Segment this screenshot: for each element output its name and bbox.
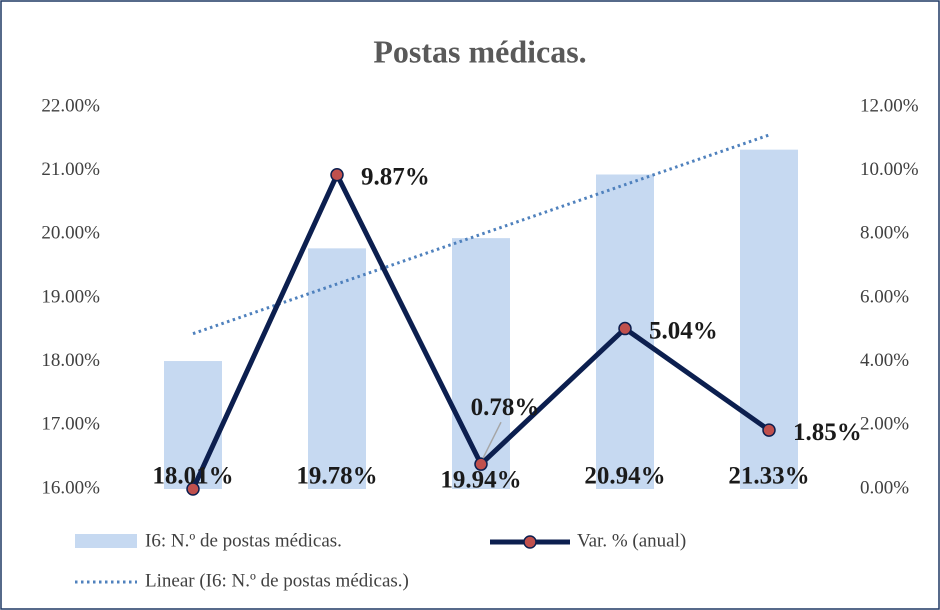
bar-data-label: 20.94% bbox=[584, 463, 665, 490]
line-data-label: 0.78% bbox=[471, 394, 540, 421]
legend-swatch bbox=[523, 535, 537, 549]
bar bbox=[308, 248, 366, 489]
y-tick-label: 19.00% bbox=[41, 286, 100, 307]
y2-tick-label: 12.00% bbox=[860, 95, 919, 116]
y2-tick-label: 8.00% bbox=[860, 223, 909, 244]
line-data-label: 9.87% bbox=[361, 164, 430, 191]
y2-tick-label: 6.00% bbox=[860, 286, 909, 307]
bar-data-label: 19.78% bbox=[296, 463, 377, 490]
y-tick-label: 17.00% bbox=[41, 414, 100, 435]
bar-data-label: 18.01% bbox=[152, 463, 233, 490]
y-tick-label: 20.00% bbox=[41, 223, 100, 244]
line-data-label: 5.04% bbox=[649, 317, 718, 344]
leader-line bbox=[482, 421, 502, 459]
bar bbox=[740, 149, 798, 489]
line-marker bbox=[474, 457, 488, 471]
bar-data-label: 19.94% bbox=[440, 467, 521, 494]
legend-label: I6: N.º de postas médicas. bbox=[145, 530, 342, 551]
bar bbox=[452, 238, 510, 489]
y2-tick-label: 4.00% bbox=[860, 350, 909, 371]
bar bbox=[164, 361, 222, 489]
line-marker bbox=[618, 321, 632, 336]
y-tick-label: 16.00% bbox=[41, 477, 100, 498]
line-data-label: 1.85% bbox=[793, 419, 862, 446]
chart-title: Postas médicas. bbox=[373, 33, 586, 69]
y2-tick-label: 0.00% bbox=[860, 477, 909, 498]
line-marker bbox=[186, 482, 200, 496]
y-tick-label: 21.00% bbox=[41, 159, 100, 180]
y-tick-label: 22.00% bbox=[41, 95, 100, 116]
y-tick-label: 18.00% bbox=[41, 350, 100, 371]
y2-tick-label: 2.00% bbox=[860, 414, 909, 435]
legend-label: Var. % (anual) bbox=[577, 530, 686, 551]
legend-label: Linear (I6: N.º de postas médicas.) bbox=[145, 570, 409, 591]
legend-swatch bbox=[75, 534, 137, 548]
line-marker bbox=[762, 423, 776, 437]
line-marker bbox=[330, 168, 344, 182]
y2-tick-label: 10.00% bbox=[860, 159, 919, 180]
bar-data-label: 21.33% bbox=[728, 463, 809, 490]
